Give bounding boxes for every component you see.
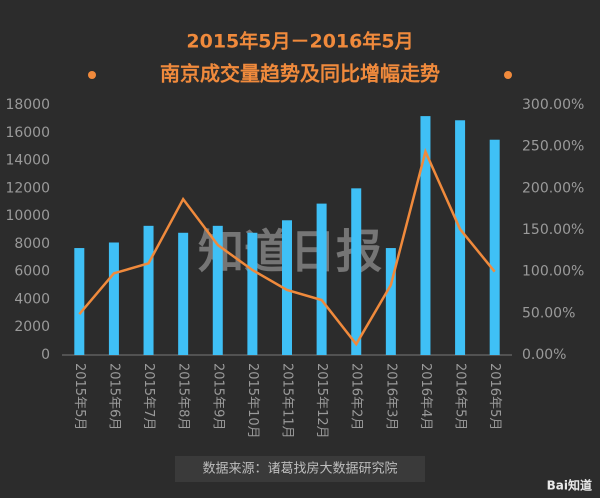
source: 数据来源：诸葛找房大数据研究院 xyxy=(202,461,397,477)
bar xyxy=(455,120,466,356)
y2-tick-label: 100.00% xyxy=(522,264,584,280)
bar xyxy=(282,220,292,355)
y-tick-label: 8000 xyxy=(14,236,50,252)
bar xyxy=(489,139,500,355)
y2-tick-label: 200.00% xyxy=(522,180,584,196)
bar xyxy=(420,116,431,355)
logo: Bai知道 xyxy=(547,478,592,493)
bar xyxy=(143,225,154,355)
y-tick-label: 18000 xyxy=(5,97,50,113)
x-tick-label: 2016年4月 xyxy=(418,363,433,430)
bar xyxy=(108,242,119,355)
bar xyxy=(385,248,396,355)
source-box xyxy=(175,456,425,482)
x-tick-label: 2015年6月 xyxy=(106,363,121,430)
chart-title: 2015年5月－2016年5月 xyxy=(186,30,413,53)
y2-tick-label: 250.00% xyxy=(522,139,584,155)
x-tick-label: 2015年10月 xyxy=(245,363,260,439)
x-tick-label: 2015年8月 xyxy=(176,363,191,430)
bullet xyxy=(88,71,96,79)
chart-subtitle: 南京成交量趋势及同比增幅走势 xyxy=(160,62,440,86)
y-tick-label: 10000 xyxy=(5,208,50,224)
bar xyxy=(247,232,258,355)
y-tick-label: 14000 xyxy=(5,153,50,169)
bar xyxy=(74,248,85,355)
y2-tick-label: 300.00% xyxy=(522,97,584,113)
line xyxy=(78,147,496,347)
y-tick-label: 16000 xyxy=(5,125,50,141)
x-tick-label: 2016年2月 xyxy=(349,363,364,430)
x-tick-label: 2016年5月 xyxy=(453,363,468,430)
bullet xyxy=(504,71,512,79)
bar xyxy=(351,188,362,355)
bar xyxy=(178,232,189,355)
x-tick-label: 2015年9月 xyxy=(210,363,225,430)
y-tick-label: 12000 xyxy=(5,180,50,196)
x-tick-label: 2015年12月 xyxy=(314,363,329,439)
y-tick-label: 0 xyxy=(41,347,50,363)
bar xyxy=(316,203,327,355)
bar xyxy=(212,225,223,355)
y2-tick-label: 50.00% xyxy=(522,305,575,321)
y-tick-label: 2000 xyxy=(14,319,50,335)
x-tick-label: 2015年11月 xyxy=(280,363,295,439)
x-tick-label: 2015年7月 xyxy=(141,363,156,430)
x-tick-label: 2016年5月 xyxy=(487,363,502,430)
y-tick-label: 6000 xyxy=(14,264,50,280)
y2-tick-label: 0.00% xyxy=(522,347,566,363)
y-tick-label: 4000 xyxy=(14,291,50,307)
y2-tick-label: 150.00% xyxy=(522,222,584,238)
x-tick-label: 2015年5月 xyxy=(72,363,87,430)
x-tick-label: 2016年3月 xyxy=(383,363,398,430)
